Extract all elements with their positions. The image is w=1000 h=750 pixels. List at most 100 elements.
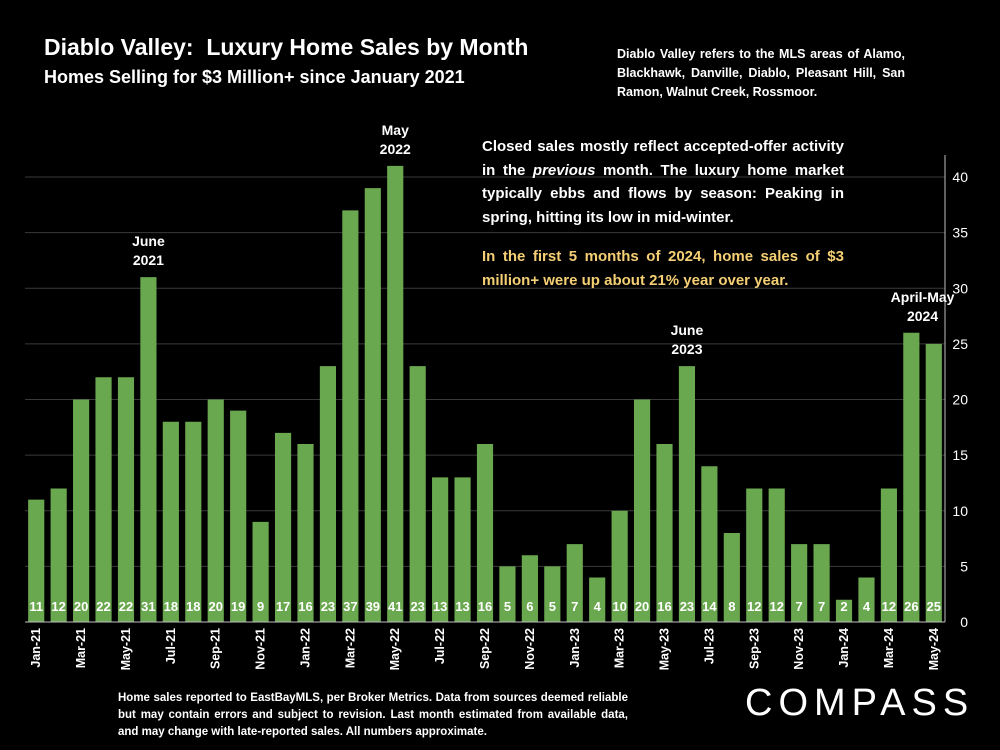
y-tick-label: 0 [960,614,968,630]
bar-value-label: 18 [186,599,200,614]
bar-value-label: 37 [343,599,357,614]
bar-value-label: 13 [433,599,447,614]
peak-annotation: June [132,233,165,249]
bar [746,488,763,622]
bar [858,577,875,622]
bar [476,444,494,622]
bar-value-label: 7 [796,599,803,614]
bar-value-label: 14 [702,599,717,614]
bar [409,366,426,622]
bar-value-label: 5 [549,599,556,614]
x-tick-label: May-24 [927,628,941,670]
x-tick-label: Jan-24 [837,628,851,668]
y-tick-label: 5 [960,558,968,574]
y-tick-label: 40 [952,169,968,185]
bar [252,521,269,622]
bar [230,410,247,622]
bar [432,477,449,622]
bar [925,343,942,622]
bar [185,421,202,622]
x-tick-label: Jul-21 [164,628,178,664]
bar [162,421,179,622]
peak-annotation: May [382,122,409,138]
callout-box: Closed sales mostly reflect accepted-off… [482,135,844,292]
bar-value-label: 16 [478,599,492,614]
bar [544,566,561,622]
x-tick-label: Nov-23 [792,628,806,670]
x-tick-label: Sep-23 [747,628,761,669]
x-tick-label: May-23 [658,628,672,670]
bar-value-label: 20 [74,599,88,614]
bar-value-label: 10 [612,599,626,614]
bar-value-label: 2 [840,599,847,614]
bar-value-label: 23 [410,599,424,614]
bar-value-label: 26 [904,599,918,614]
bar [117,377,135,622]
bar [611,510,628,622]
x-tick-label: Mar-22 [343,628,357,668]
y-tick-label: 25 [952,336,968,352]
x-tick-label: Nov-22 [523,628,537,670]
bar-value-label: 4 [594,599,602,614]
x-tick-label: Jul-22 [433,628,447,664]
bar-value-label: 13 [455,599,469,614]
bar [880,488,897,622]
bar-value-label: 12 [769,599,783,614]
x-tick-label: May-22 [388,628,402,670]
bar-value-label: 8 [728,599,735,614]
bar [723,533,740,622]
bar-value-label: 39 [366,599,380,614]
bar-value-label: 20 [635,599,649,614]
bar-value-label: 5 [504,599,511,614]
bar-value-label: 12 [51,599,65,614]
bar [835,599,853,622]
y-tick-label: 30 [952,280,968,296]
bar [566,544,583,622]
bar-value-label: 41 [388,599,402,614]
peak-annotation: April-May [891,289,955,305]
bar-value-label: 12 [747,599,761,614]
bar-value-label: 17 [276,599,290,614]
bar-value-label: 16 [657,599,671,614]
bar [28,499,45,622]
bar [140,277,157,622]
chart-title: Diablo Valley: Luxury Home Sales by Mont… [44,34,529,60]
bar [207,399,224,622]
bar [633,399,651,622]
x-tick-label: Jan-22 [298,628,312,668]
bar-value-label: 31 [141,599,155,614]
x-tick-label: Mar-23 [613,628,627,668]
callout-highlight: In the first 5 months of 2024, home sale… [482,248,844,289]
footnote: Home sales reported to EastBayMLS, per B… [118,692,628,738]
bar-value-label: 23 [321,599,335,614]
x-tick-label: Mar-21 [74,628,88,668]
y-tick-label: 15 [952,447,968,463]
compass-logo: COMPASS [745,682,975,724]
y-tick-label: 10 [952,503,968,519]
callout-text-after: month. The luxury home market typically … [482,161,844,226]
bar-value-label: 7 [818,599,825,614]
bar [73,399,90,622]
x-tick-label: May-21 [119,628,133,670]
peak-annotation: 2023 [671,341,702,357]
bar-value-label: 22 [119,599,133,614]
bar [499,566,516,622]
bar-value-label: 19 [231,599,245,614]
bar [813,544,830,622]
x-tick-label: Jan-21 [29,628,43,668]
bar-value-label: 16 [298,599,312,614]
bar [903,332,920,622]
x-tick-label: Sep-21 [209,628,223,669]
callout-text-italic: previous [532,161,596,179]
bar-value-label: 22 [96,599,110,614]
y-tick-label: 35 [952,225,968,241]
x-tick-label: Jul-23 [702,628,716,664]
bar-value-label: 12 [882,599,896,614]
bar-value-label: 18 [164,599,178,614]
bar [454,477,471,622]
peak-annotation: 2021 [133,252,164,268]
bar [297,444,314,622]
x-tick-label: Jan-23 [568,628,582,668]
bar-value-label: 20 [208,599,222,614]
